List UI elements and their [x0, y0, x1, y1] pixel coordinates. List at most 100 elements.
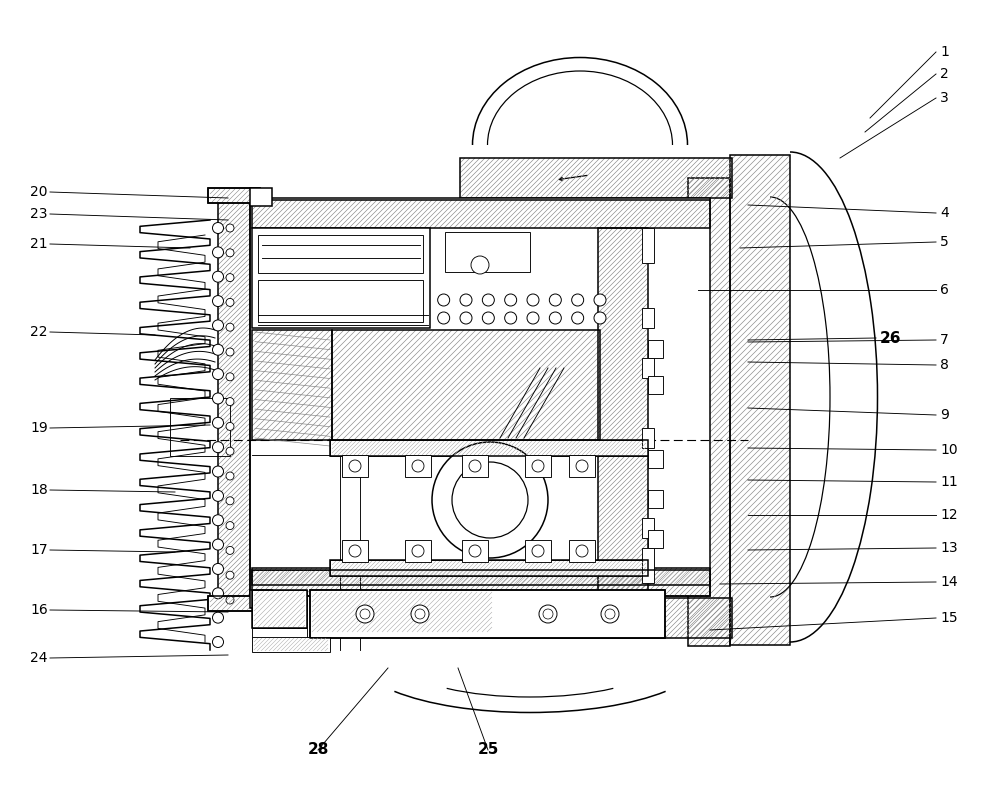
Circle shape — [259, 294, 271, 306]
Text: 25: 25 — [477, 743, 499, 757]
Circle shape — [601, 605, 619, 623]
Circle shape — [393, 294, 405, 306]
Circle shape — [212, 515, 224, 526]
Circle shape — [532, 460, 544, 472]
Text: 3: 3 — [940, 91, 949, 105]
Circle shape — [471, 256, 489, 274]
Circle shape — [212, 369, 224, 379]
Bar — [648, 376, 663, 394]
Bar — [258, 280, 423, 322]
Circle shape — [482, 312, 494, 324]
Circle shape — [212, 588, 224, 599]
Bar — [445, 232, 530, 272]
Bar — [569, 540, 595, 562]
Text: 11: 11 — [940, 475, 958, 489]
Bar — [642, 228, 654, 263]
Bar — [250, 198, 710, 596]
Bar — [250, 188, 272, 206]
Circle shape — [371, 294, 383, 306]
Bar — [648, 340, 663, 358]
Circle shape — [226, 521, 234, 529]
Bar — [310, 590, 665, 638]
Text: 28: 28 — [307, 743, 329, 757]
Circle shape — [226, 273, 234, 281]
Circle shape — [212, 612, 224, 623]
Text: 7: 7 — [940, 333, 949, 347]
Circle shape — [212, 539, 224, 550]
Circle shape — [460, 294, 472, 306]
Bar — [598, 228, 648, 596]
Circle shape — [438, 294, 450, 306]
Bar — [252, 568, 710, 596]
Bar — [208, 188, 260, 203]
Bar — [569, 455, 595, 477]
Circle shape — [348, 312, 360, 324]
Bar — [258, 235, 423, 273]
Circle shape — [605, 609, 615, 619]
Circle shape — [212, 320, 224, 331]
Text: 17: 17 — [30, 543, 48, 557]
Bar — [330, 440, 648, 456]
Circle shape — [432, 442, 548, 558]
Bar — [642, 428, 654, 448]
Bar — [342, 455, 368, 477]
Circle shape — [482, 294, 494, 306]
Bar — [208, 596, 260, 611]
Circle shape — [371, 312, 383, 324]
Bar — [252, 590, 307, 628]
Circle shape — [349, 545, 361, 557]
Text: 1: 1 — [940, 45, 949, 59]
Circle shape — [226, 497, 234, 505]
Circle shape — [576, 460, 588, 472]
Circle shape — [543, 609, 553, 619]
Circle shape — [412, 545, 424, 557]
Bar — [648, 450, 663, 468]
Bar — [252, 637, 330, 652]
Circle shape — [226, 373, 234, 381]
Bar — [170, 398, 230, 456]
Circle shape — [304, 312, 316, 324]
Bar — [208, 188, 260, 203]
Bar — [642, 548, 654, 583]
Bar — [252, 228, 430, 328]
Text: 14: 14 — [940, 575, 958, 589]
Circle shape — [212, 637, 224, 647]
Circle shape — [304, 294, 316, 306]
Circle shape — [532, 545, 544, 557]
Circle shape — [212, 222, 224, 234]
Bar — [252, 330, 332, 440]
Text: 21: 21 — [30, 237, 48, 251]
Circle shape — [360, 609, 370, 619]
Bar — [642, 518, 654, 538]
Bar — [330, 560, 648, 576]
Circle shape — [212, 442, 224, 453]
Bar — [730, 155, 790, 645]
Bar — [330, 560, 648, 576]
Circle shape — [226, 547, 234, 555]
Text: 4: 4 — [940, 206, 949, 220]
Bar — [405, 540, 431, 562]
Circle shape — [212, 418, 224, 428]
Text: 20: 20 — [30, 185, 48, 199]
Text: 13: 13 — [940, 541, 958, 555]
Text: 15: 15 — [940, 611, 958, 625]
Circle shape — [281, 294, 293, 306]
Bar — [525, 540, 551, 562]
Text: 19: 19 — [30, 421, 48, 435]
Bar — [460, 598, 732, 638]
Circle shape — [226, 224, 234, 232]
Circle shape — [412, 460, 424, 472]
Bar — [342, 540, 368, 562]
Text: 2: 2 — [940, 67, 949, 81]
Circle shape — [212, 247, 224, 258]
Circle shape — [226, 298, 234, 306]
Circle shape — [411, 605, 429, 623]
Text: 5: 5 — [940, 235, 949, 249]
Circle shape — [549, 312, 561, 324]
Circle shape — [212, 296, 224, 307]
Bar — [252, 570, 710, 585]
Circle shape — [212, 563, 224, 575]
Text: 24: 24 — [30, 651, 48, 665]
Text: 18: 18 — [30, 483, 48, 497]
Bar — [310, 590, 665, 638]
